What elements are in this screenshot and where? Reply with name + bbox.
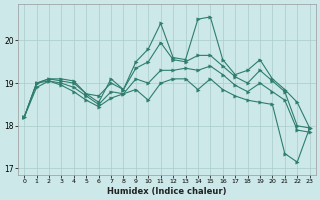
X-axis label: Humidex (Indice chaleur): Humidex (Indice chaleur) — [107, 187, 227, 196]
